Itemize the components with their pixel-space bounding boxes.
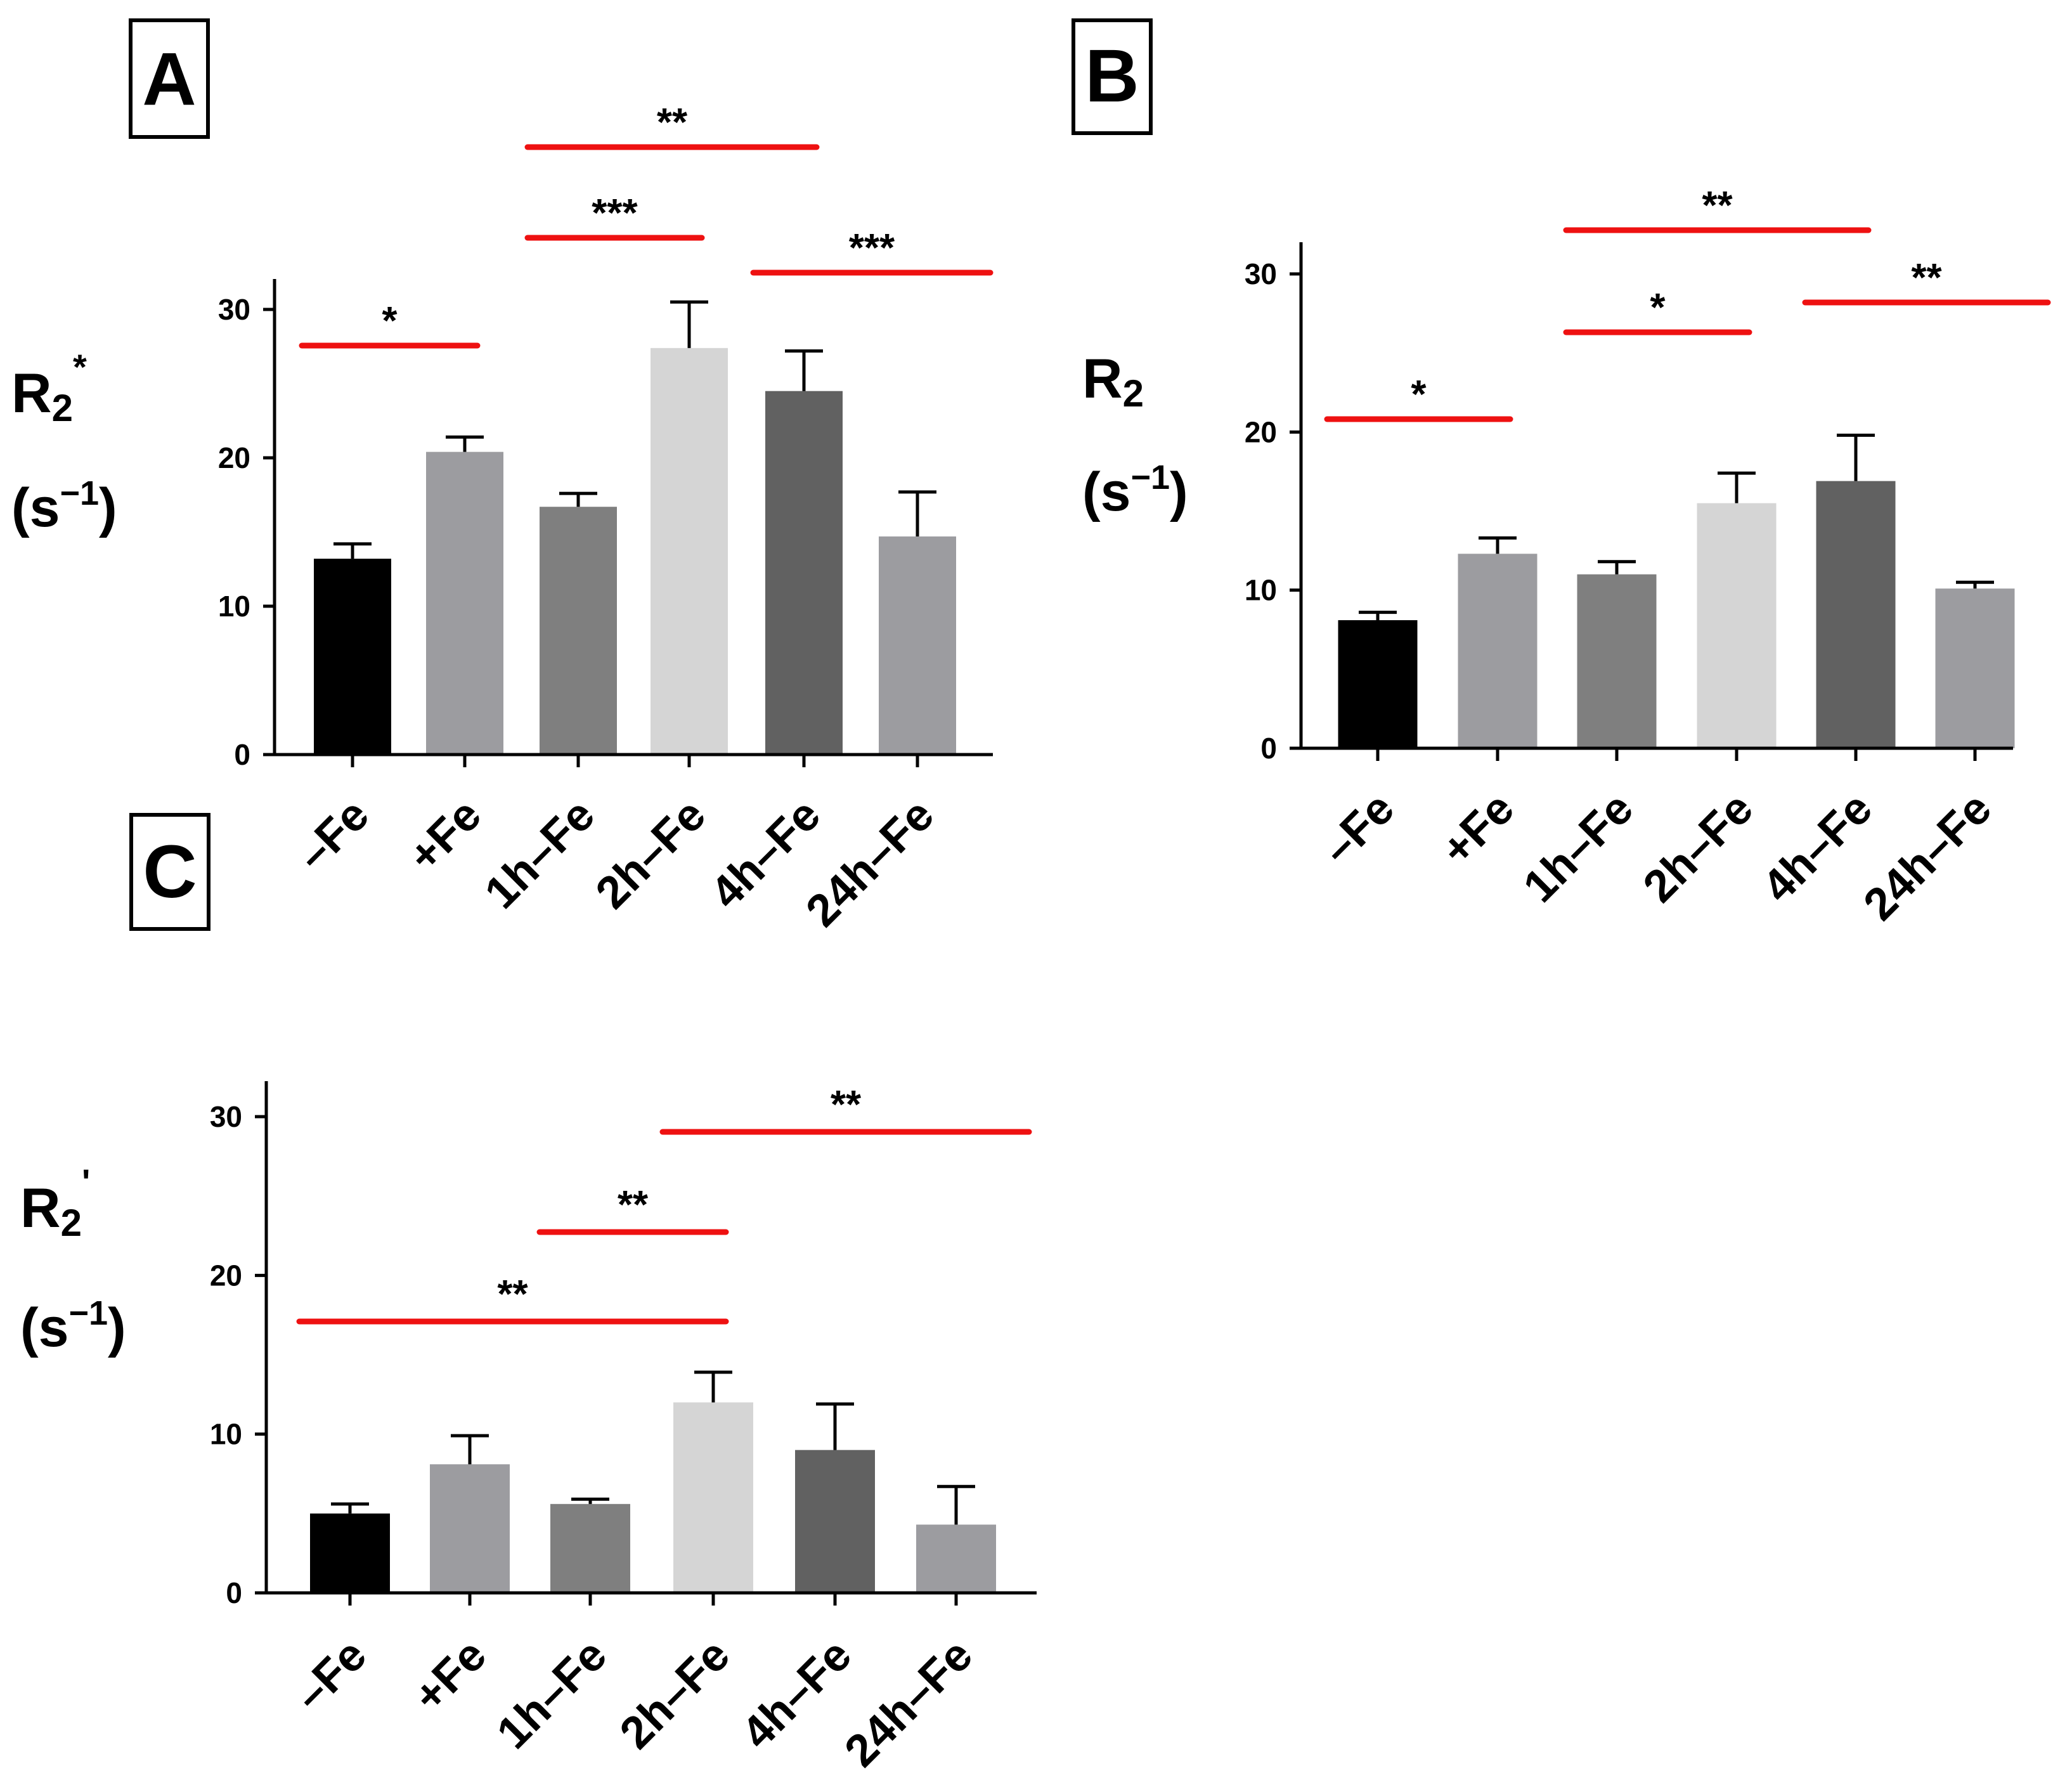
x-category-label: 1h–Fe (476, 789, 605, 919)
y-axis-unit-close: ) (99, 477, 117, 538)
y-axis-label-subscript: 2 (61, 1202, 82, 1244)
x-category-label: +Fe (399, 789, 491, 882)
x-category-label: +Fe (404, 1630, 496, 1722)
y-axis-unit-open: (s (1082, 462, 1130, 523)
bar-5 (1816, 481, 1896, 748)
bar-6 (1935, 588, 2015, 748)
panel-label-box (1072, 18, 1153, 135)
panel-label: B (1085, 34, 1139, 118)
y-tick-label: 10 (218, 590, 250, 623)
x-category-label: 24h–Fe (1854, 783, 2001, 930)
y-axis-label: R2* (11, 347, 87, 429)
bar-5 (765, 391, 843, 755)
significance-label-4: ** (1911, 256, 1942, 300)
bar-1 (314, 559, 391, 755)
significance-label-1: ** (497, 1273, 528, 1316)
x-category-label: 24h–Fe (835, 1630, 982, 1777)
x-category-label: +Fe (1432, 783, 1524, 876)
y-axis-unit-exponent: −1 (60, 474, 99, 512)
y-tick-label: 30 (210, 1100, 242, 1133)
significance-label-2: *** (592, 191, 638, 235)
bar-2 (426, 451, 503, 755)
bar-4 (1697, 503, 1777, 748)
y-tick-label: 20 (210, 1259, 242, 1292)
bar-3 (1577, 574, 1657, 748)
bar-4 (673, 1402, 753, 1593)
bar-6 (916, 1524, 996, 1593)
y-axis-unit-open: (s (20, 1297, 68, 1358)
y-tick-label: 10 (1245, 574, 1277, 607)
x-category-label: 1h–Fe (488, 1630, 617, 1759)
x-category-label: 2h–Fe (1634, 783, 1763, 912)
significance-label-4: *** (849, 226, 895, 270)
y-axis-label-superscript: * (73, 347, 87, 387)
y-tick-label: 0 (226, 1576, 242, 1609)
y-axis-unit-close: ) (1170, 462, 1188, 523)
x-category-label: 2h–Fe (611, 1630, 740, 1759)
panel-label: A (142, 37, 196, 121)
y-tick-label: 20 (1245, 415, 1277, 448)
significance-label-2: ** (618, 1183, 649, 1227)
y-axis-unit-exponent: −1 (1130, 458, 1170, 497)
significance-label-3: ** (657, 101, 688, 145)
x-category-label: 24h–Fe (796, 789, 943, 937)
y-axis-label-subscript: 2 (52, 387, 73, 429)
significance-label-1: * (382, 299, 398, 343)
y-axis-label: R2 (1082, 347, 1144, 415)
x-category-label: –Fe (1312, 783, 1404, 874)
y-tick-label: 30 (1245, 257, 1277, 290)
y-tick-label: 0 (234, 738, 250, 771)
x-category-label: 1h–Fe (1514, 783, 1643, 912)
panel-label-box (129, 813, 210, 931)
y-tick-label: 20 (218, 441, 250, 474)
y-axis-unit-open: (s (11, 477, 60, 538)
bar-3 (550, 1503, 630, 1593)
x-category-label: –Fe (287, 789, 379, 881)
y-axis-unit: (s−1) (20, 1294, 126, 1358)
significance-label-3: ** (831, 1083, 862, 1127)
bar-2 (430, 1464, 510, 1593)
bar-3 (540, 507, 617, 755)
y-axis-label-main: R (11, 361, 52, 424)
y-axis-unit-close: ) (108, 1297, 126, 1358)
y-axis-label-subscript: 2 (1123, 372, 1144, 415)
significance-label-3: ** (1702, 184, 1733, 228)
significance-label-2: * (1650, 286, 1666, 330)
y-axis-label-superscript: ' (82, 1162, 90, 1202)
panel-label-box (129, 18, 210, 139)
y-tick-label: 0 (1260, 732, 1277, 765)
x-category-label: –Fe (285, 1630, 376, 1721)
bar-4 (651, 347, 728, 755)
y-axis-label-main: R (1082, 347, 1123, 410)
bar-5 (795, 1450, 875, 1593)
y-axis-unit: (s−1) (1082, 458, 1188, 523)
y-axis-label-main: R (20, 1176, 61, 1239)
y-tick-label: 30 (218, 293, 250, 326)
y-tick-label: 10 (210, 1418, 242, 1451)
x-category-label: 2h–Fe (586, 789, 716, 919)
bar-1 (1338, 620, 1418, 748)
y-axis-label: R2' (20, 1162, 90, 1244)
bar-2 (1458, 554, 1538, 748)
bar-1 (310, 1513, 390, 1593)
significance-label-1: * (1411, 373, 1427, 417)
panel-label: C (143, 830, 197, 914)
y-axis-unit-exponent: −1 (68, 1294, 108, 1332)
bar-6 (879, 536, 956, 755)
y-axis-unit: (s−1) (11, 474, 117, 538)
